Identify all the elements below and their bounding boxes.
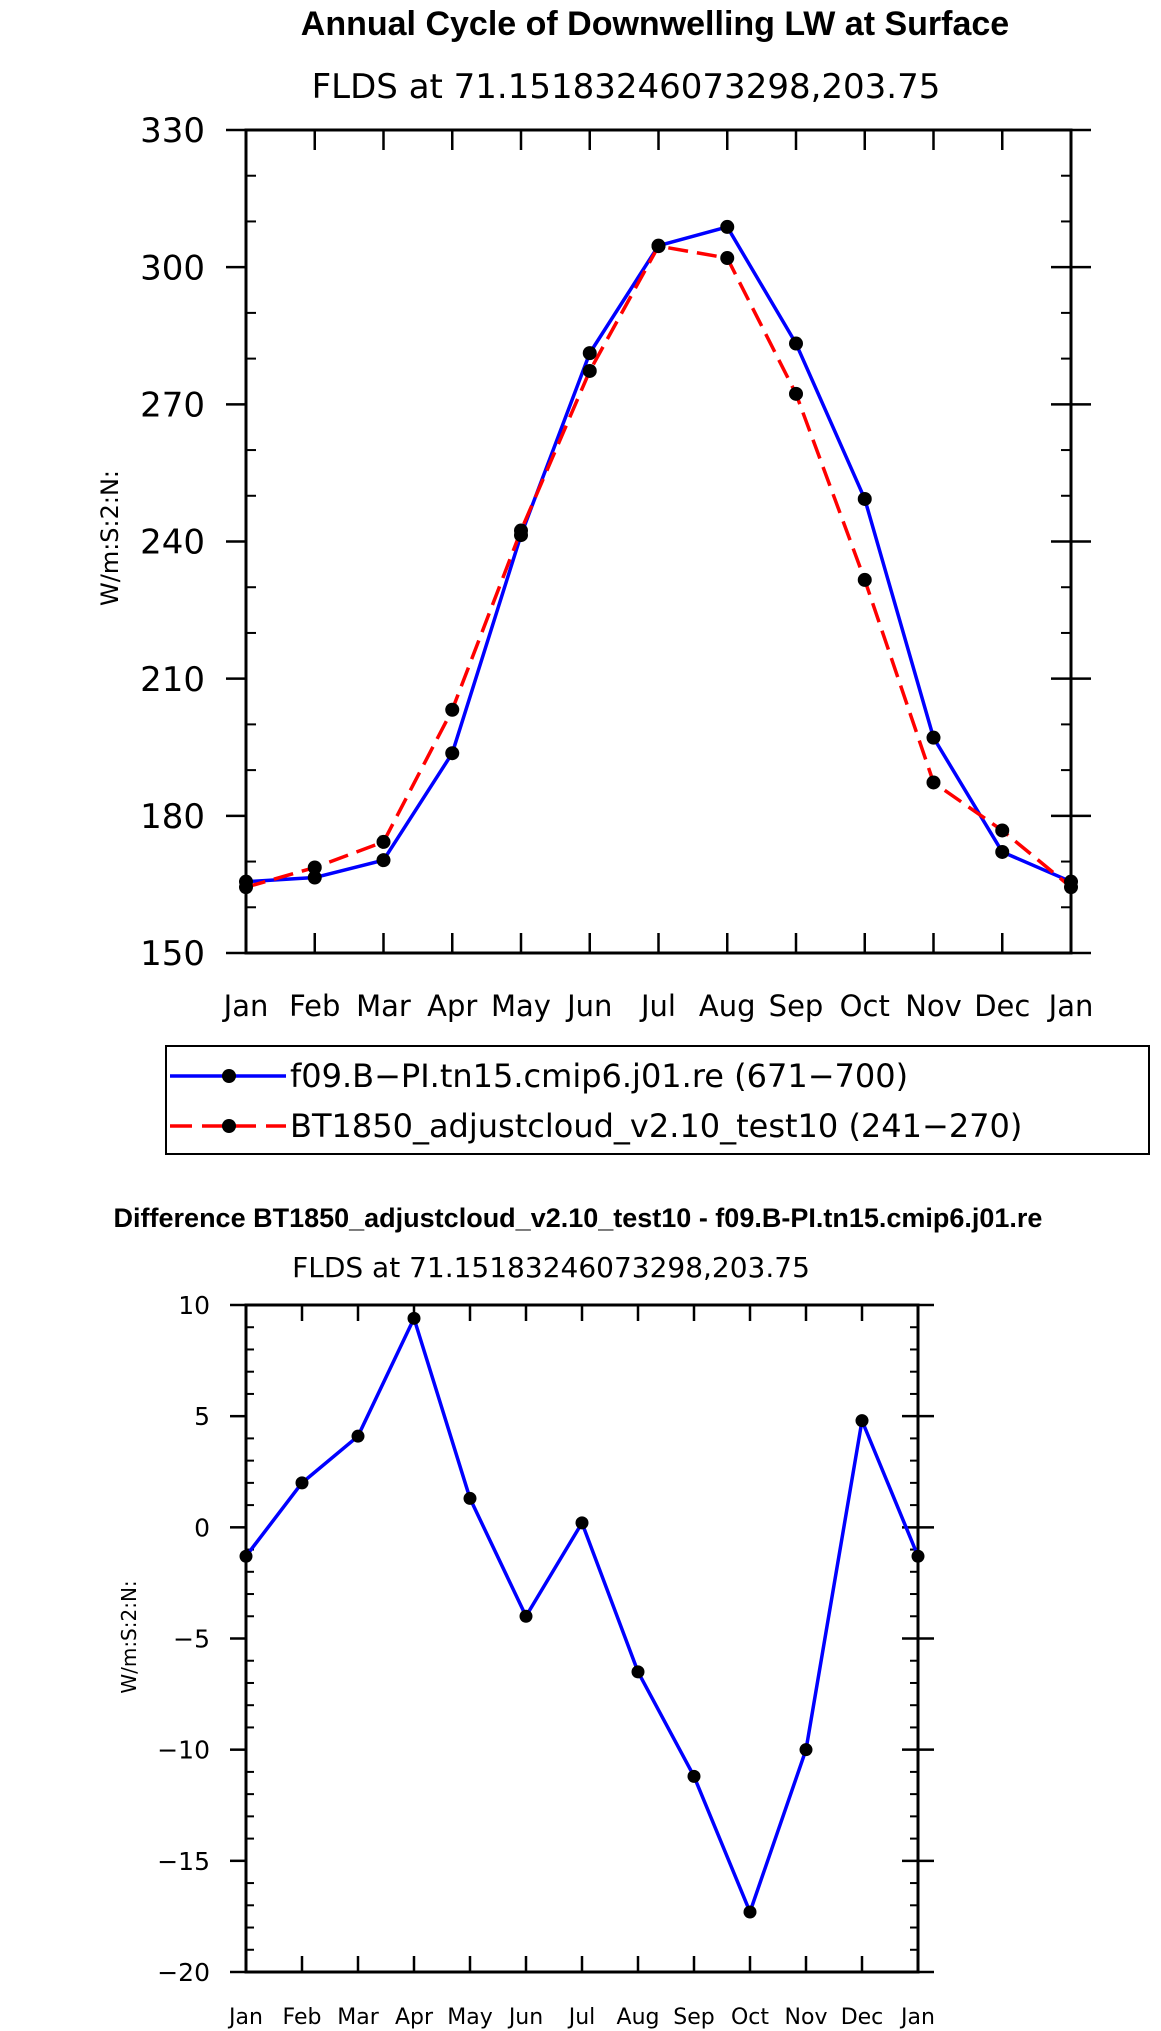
chart2-series1-point [799, 1743, 813, 1757]
chart2-xtick-label: Jan [899, 2005, 935, 2030]
chart1-plot: Jan Feb Mar Apr May Jun Jul Aug Sep Oct Nov Dec Jan 1… [140, 111, 1093, 1023]
chart2-series1-point [575, 1516, 589, 1530]
chart2-xtick-label: Mar [337, 2005, 379, 2030]
chart1-xtick-label: Jul [639, 989, 676, 1023]
chart1-xtick-label: Mar [356, 989, 411, 1023]
chart2-ytick-label: −15 [157, 1847, 210, 1876]
chart2-series1-point [239, 1549, 253, 1563]
chart2-xtick-label: Aug [617, 2005, 660, 2030]
chart2-ylabel: W/m:S:2:N: [117, 1580, 141, 1693]
legend-label-series2: BT1850_adjustcloud_v2.10_test10 (241−270… [290, 1107, 1022, 1145]
chart1-series2-point [651, 239, 666, 254]
chart1-series2-point [514, 523, 528, 538]
chart1-xtick-label: Sep [769, 989, 824, 1023]
legend-label-series1: f09.B−PI.tn15.cmip6.j01.re (671−700) [290, 1057, 908, 1095]
chart1-series2-point [582, 363, 597, 378]
chart1-series1-point [857, 491, 872, 506]
chart2-xtick-label: Apr [395, 2005, 434, 2030]
chart2-ytick-label: 0 [194, 1513, 210, 1542]
chart1-series2-point [995, 823, 1010, 838]
legend-box [165, 1045, 1150, 1155]
chart2-frame [244, 1303, 920, 1974]
chart1-series1-point [789, 336, 803, 351]
chart1-series2-point [376, 834, 391, 849]
chart1-series1-point [445, 746, 460, 761]
chart1-series2-point [789, 386, 803, 401]
chart1-series1-point [376, 853, 391, 868]
chart2-series1-point [295, 1476, 309, 1490]
chart1-series1-point [995, 844, 1010, 859]
chart1-ytick-label: 300 [140, 248, 205, 288]
chart1-title: Annual Cycle of Downwelling LW at Surfac… [301, 5, 1009, 43]
chart1-xtick-label: May [491, 989, 551, 1023]
chart1-series-line-2 [245, 244, 1073, 889]
chart1-series2-point [720, 251, 735, 266]
chart2-series1-point [463, 1491, 477, 1505]
chart2-series1-point [743, 1905, 757, 1919]
chart2-series1-point [687, 1769, 701, 1783]
chart2-xtick-label: Nov [785, 2005, 828, 2030]
legend-marker-series1 [222, 1069, 236, 1083]
chart1-series2-point [1064, 880, 1078, 895]
chart1-series-line-1 [245, 225, 1072, 884]
chart1-ytick-label: 270 [140, 386, 205, 426]
chart1-xtick-label: Jan [222, 989, 269, 1023]
chart2-series1-point [351, 1429, 365, 1443]
chart1-ylabel: W/m:S:2:N: [96, 470, 124, 606]
chart2-series1-point [855, 1414, 869, 1428]
chart1-series2-point [239, 880, 253, 895]
chart1-xtick-label: Oct [840, 989, 890, 1023]
chart1-ytick-label: 210 [140, 660, 205, 700]
chart2-plot: Jan Feb Mar Apr May Jun Jul Aug Sep Oct Nov Dec Jan−… [157, 1291, 935, 2030]
chart2-series1-point [911, 1549, 925, 1563]
chart2-ytick-label: −5 [173, 1625, 210, 1654]
chart2-xtick-label: Jul [567, 2005, 596, 2030]
chart1-series1-point [582, 346, 597, 361]
chart2-series1-point [407, 1311, 421, 1325]
chart1-subtitle: FLDS at 71.15183246073298,203.75 [312, 67, 941, 107]
chart1-series1-point [926, 730, 941, 745]
chart1-ytick-label: 240 [140, 523, 205, 563]
chart1-ytick-label: 180 [140, 797, 205, 837]
chart2-xtick-label: Oct [731, 2005, 769, 2030]
chart1-xtick-label: Feb [289, 989, 340, 1023]
chart1-xtick-label: Apr [427, 989, 477, 1023]
chart2-xtick-label: Feb [283, 2005, 322, 2030]
chart1-xtick-label: Jan [1047, 989, 1094, 1023]
chart1-series2-point [307, 860, 322, 875]
chart2-ytick-label: 5 [194, 1402, 210, 1431]
chart2-xtick-label: Dec [841, 2005, 884, 2030]
chart1-ytick-label: 150 [140, 934, 205, 974]
chart2-ytick-label: −20 [157, 1958, 210, 1987]
chart2-title: Difference BT1850_adjustcloud_v2.10_test… [114, 1203, 1043, 1233]
chart1-series2-point [445, 702, 460, 717]
chart2-xtick-label: Jan [227, 2005, 263, 2030]
chart2-xtick-label: Sep [673, 2005, 714, 2030]
chart2-series1-point [519, 1609, 533, 1623]
chart1-xtick-label: Jun [565, 989, 612, 1023]
chart1-series1-point [720, 219, 735, 234]
chart1-ytick-label: 330 [140, 111, 205, 151]
chart1-series2-point [926, 775, 941, 790]
chart1-series2-point [857, 572, 872, 587]
chart1-series1-point [307, 870, 322, 885]
chart2-subtitle: FLDS at 71.15183246073298,203.75 [292, 1251, 810, 1284]
chart2-series-line-1 [244, 1316, 920, 1914]
chart2-xtick-label: Jun [507, 2005, 543, 2030]
chart1-frame [244, 128, 1073, 955]
chart2-ytick-label: −10 [157, 1736, 210, 1765]
chart1-xtick-label: Aug [699, 989, 756, 1023]
chart1-xtick-label: Nov [905, 989, 962, 1023]
chart2-ytick-label: 10 [178, 1291, 210, 1320]
legend: f09.B−PI.tn15.cmip6.j01.re (671−700) BT1… [165, 1045, 1150, 1155]
chart2-xtick-label: May [447, 2005, 492, 2030]
chart2-series1-point [631, 1665, 645, 1679]
legend-marker-series2 [222, 1119, 236, 1133]
chart1-xtick-label: Dec [974, 989, 1030, 1023]
